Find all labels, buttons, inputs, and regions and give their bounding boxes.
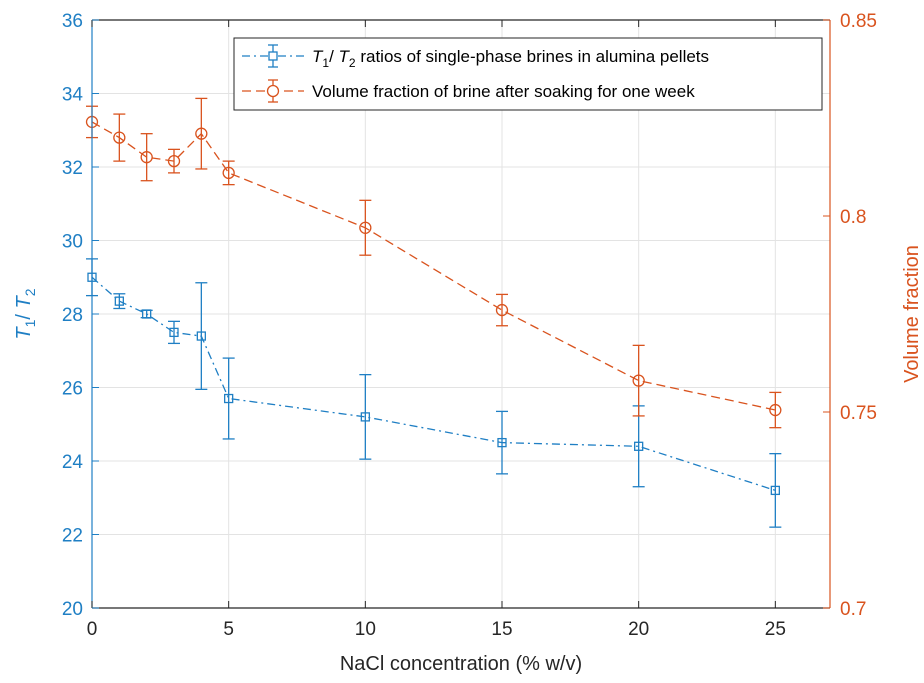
- y-left-tick-label: 34: [62, 85, 84, 106]
- data-point-circle: [167, 154, 181, 168]
- legend-label-part: T: [312, 47, 324, 66]
- y-right-tick-label: 0.8: [840, 207, 866, 228]
- legend-box: [233, 37, 823, 111]
- y-left-axis-label-part: /: [13, 308, 35, 319]
- data-point-square: [169, 327, 179, 338]
- legend-label-part: ratios of single-phase brines in alumina…: [356, 47, 709, 66]
- series-line-t1-t2: [91, 276, 776, 492]
- legend-label-part: 1: [322, 56, 329, 70]
- data-point-square: [770, 485, 780, 496]
- y-left-axis-label-part: 1: [22, 319, 38, 327]
- x-tick-label: 20: [628, 619, 649, 640]
- y-right-tick-label: 0.85: [840, 11, 877, 32]
- y-left-tick-label: 26: [62, 379, 83, 400]
- data-point-circle: [140, 151, 153, 164]
- data-point-square: [114, 296, 124, 306]
- series-line-volume-fraction: [91, 121, 776, 411]
- y-left-axis-label-part: T: [13, 294, 35, 308]
- legend-label: T1/ T2 ratios of single-phase brines in …: [312, 47, 709, 70]
- axes-layer: 0 5 10 15 20 252022242628303234360.70.750.80.…: [13, 11, 923, 675]
- y-left-tick-label: 20: [62, 599, 83, 620]
- y-left-axis-label-part: T: [13, 326, 35, 340]
- x-tick-label: 10: [355, 619, 376, 640]
- y-left-tick-label: 36: [62, 11, 83, 32]
- data-point-square: [634, 441, 644, 451]
- x-tick-label: 25: [765, 619, 786, 640]
- data-point-square: [360, 412, 370, 422]
- data-point-circle: [495, 303, 509, 317]
- y-right-tick-label: 0.75: [840, 403, 877, 424]
- legend-label-part: /: [329, 47, 338, 66]
- data-point-circle: [195, 127, 208, 140]
- y-left-axis-label: T1/ T2: [13, 288, 38, 339]
- data-point-circle: [113, 131, 126, 144]
- legend-marker-circle: [266, 84, 280, 98]
- y-right-tick-label: 0.7: [840, 599, 866, 620]
- y-left-tick-label: 22: [62, 526, 83, 547]
- legend-label-part: T: [339, 47, 351, 66]
- y-left-tick-label: 30: [62, 232, 83, 253]
- data-point-square: [142, 309, 152, 319]
- x-axis-label: NaCl concentration (% w/v): [340, 653, 582, 675]
- data-point-circle: [769, 403, 782, 417]
- y-left-tick-label: 28: [62, 305, 83, 326]
- legend: T1/ T2 ratios of single-phase brines in …: [233, 37, 823, 111]
- x-tick-label: 5: [223, 619, 234, 640]
- y-left-tick-label: 32: [62, 158, 83, 179]
- series-layer: [85, 97, 782, 528]
- data-point-square: [196, 331, 206, 341]
- data-point-circle: [222, 166, 235, 180]
- x-tick-label: 0: [87, 619, 98, 640]
- y-left-axis-label-part: 2: [22, 288, 38, 296]
- data-point-square: [224, 393, 234, 404]
- legend-label-part: 2: [349, 56, 356, 70]
- legend-marker-square: [268, 51, 278, 61]
- data-point-square: [497, 437, 507, 448]
- x-tick-label: 15: [491, 619, 512, 640]
- data-point-circle: [359, 221, 372, 234]
- legend-label: Volume fraction of brine after soaking f…: [312, 82, 695, 101]
- data-point-circle: [632, 374, 645, 387]
- y-left-tick-label: 24: [62, 452, 84, 473]
- y-right-axis-label: Volume fraction: [901, 245, 923, 383]
